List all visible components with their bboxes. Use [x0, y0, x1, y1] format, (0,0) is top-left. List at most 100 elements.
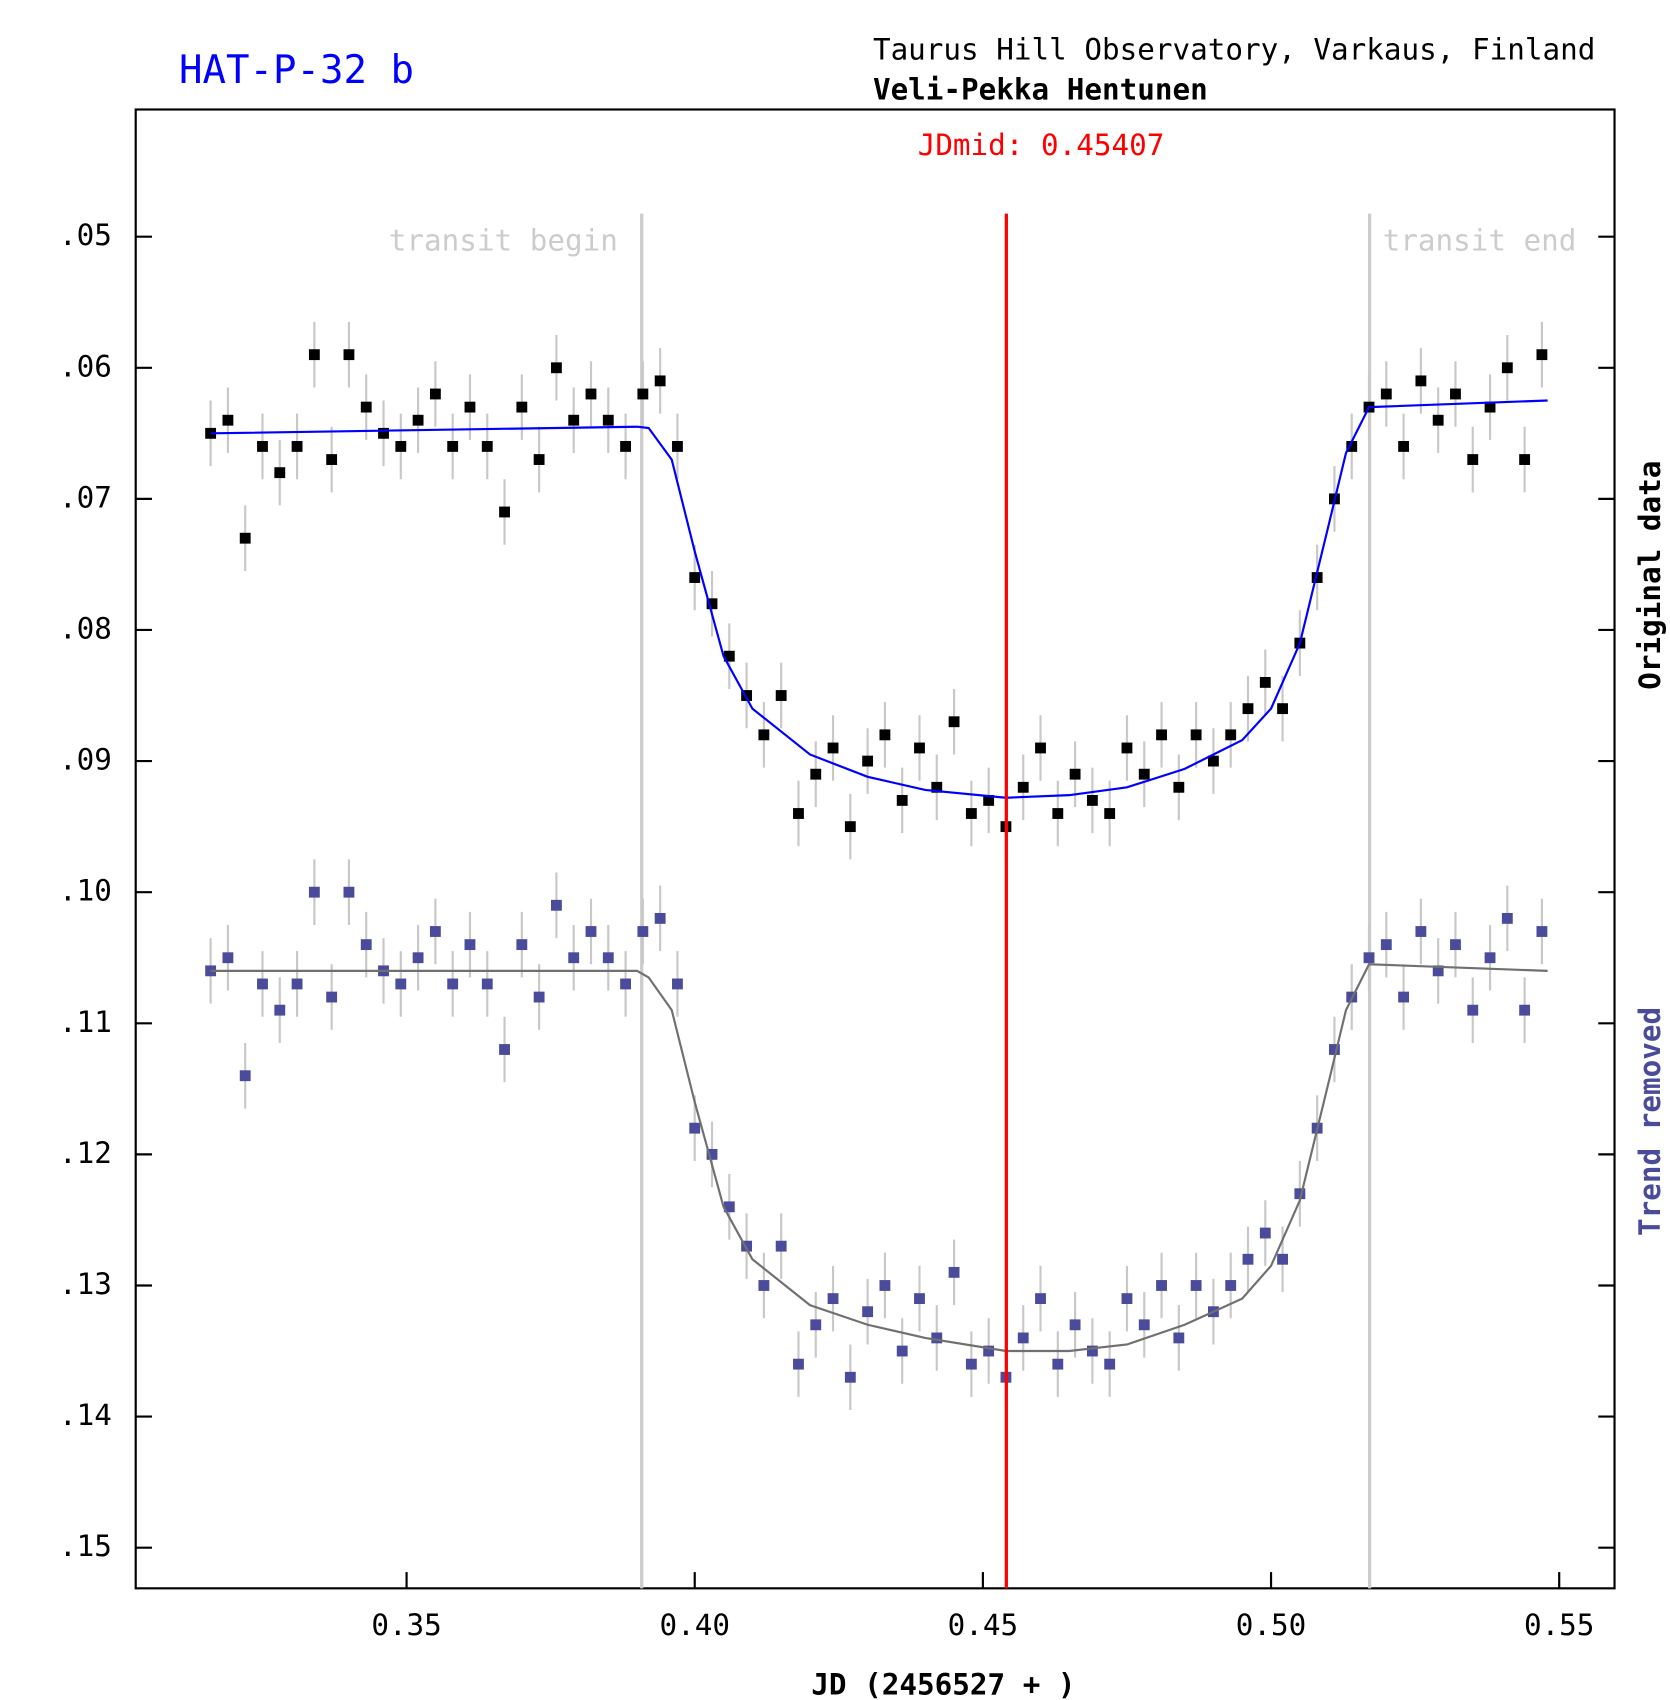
data-point — [1311, 572, 1323, 583]
data-point — [810, 768, 822, 780]
data-point — [429, 388, 441, 400]
data-point — [222, 952, 234, 964]
y-tick-label: .14 — [59, 1398, 112, 1432]
data-point — [948, 1266, 960, 1278]
data-point — [1259, 676, 1271, 688]
data-point — [1536, 926, 1548, 937]
data-point — [602, 414, 614, 426]
data-point — [585, 388, 597, 400]
data-point — [1398, 441, 1410, 452]
data-point — [326, 454, 338, 465]
data-point — [775, 1240, 787, 1252]
data-point — [1415, 926, 1427, 937]
data-point — [1432, 965, 1444, 977]
data-point — [1225, 729, 1237, 741]
data-point — [1363, 952, 1375, 964]
y-tick-label: .13 — [59, 1267, 112, 1301]
observer: Veli-Pekka Hentunen — [873, 73, 1208, 107]
data-point — [689, 1122, 701, 1134]
data-point — [965, 1358, 977, 1370]
data-point — [1346, 441, 1358, 452]
data-point — [326, 991, 338, 1003]
data-point — [844, 821, 856, 833]
data-point — [1294, 1188, 1306, 1200]
data-point — [741, 1240, 753, 1252]
legend-entry: Trend removed — [1633, 1007, 1667, 1236]
data-point — [585, 926, 597, 937]
data-point — [481, 441, 493, 452]
data-point — [741, 690, 753, 701]
data-point — [1156, 1280, 1167, 1291]
data-point — [1484, 401, 1496, 413]
data-point — [257, 978, 268, 990]
data-point — [827, 1293, 839, 1305]
data-point — [827, 742, 839, 754]
data-point — [343, 349, 355, 361]
data-point — [1484, 952, 1496, 964]
data-point — [1156, 729, 1167, 741]
data-point — [533, 454, 545, 465]
data-point — [257, 441, 268, 452]
data-point — [672, 441, 683, 452]
data-point — [654, 375, 666, 387]
data-point — [274, 467, 286, 479]
data-point — [1190, 729, 1202, 741]
data-point — [395, 441, 407, 452]
data-point — [723, 650, 735, 662]
data-point — [1432, 414, 1444, 426]
y-tick-label: .10 — [59, 874, 112, 908]
data-point — [1380, 388, 1392, 400]
data-point — [706, 598, 718, 610]
data-point — [1242, 1253, 1254, 1265]
transit-label: transit begin — [389, 223, 618, 257]
data-point — [1536, 349, 1548, 361]
data-point — [550, 899, 562, 911]
data-point — [1086, 1345, 1098, 1357]
x-axis-label: JD (2456527 + ) — [811, 1667, 1075, 1700]
data-point — [1277, 1253, 1288, 1265]
data-point — [274, 1004, 286, 1016]
data-point — [672, 978, 683, 990]
data-point — [1017, 1332, 1029, 1344]
data-point — [1259, 1227, 1271, 1239]
data-point — [1450, 939, 1461, 951]
data-point — [758, 729, 770, 741]
data-point — [620, 441, 631, 452]
data-point — [447, 978, 459, 990]
x-tick-label: 0.35 — [371, 1608, 441, 1642]
data-point — [1519, 1004, 1531, 1016]
data-point — [1017, 781, 1029, 793]
legend-entry: Original data — [1633, 461, 1667, 690]
data-point — [308, 349, 320, 361]
x-tick-label: 0.40 — [659, 1608, 729, 1642]
data-point — [1052, 1358, 1064, 1370]
data-point — [1138, 768, 1150, 780]
y-tick-label: .09 — [59, 743, 112, 777]
data-point — [1173, 1332, 1185, 1344]
data-point — [1329, 1044, 1340, 1055]
data-point — [1086, 794, 1098, 806]
data-point — [637, 388, 649, 400]
data-point — [602, 952, 614, 964]
data-point — [775, 690, 787, 701]
data-point — [568, 952, 580, 964]
data-point — [914, 1293, 925, 1305]
data-point — [499, 1044, 510, 1055]
data-point — [1415, 375, 1427, 387]
data-point — [222, 414, 234, 426]
data-point — [948, 716, 960, 728]
data-point — [447, 441, 459, 452]
data-point — [1242, 703, 1254, 715]
subtitle: Taurus Hill Observatory, Varkaus, Finlan… — [873, 32, 1595, 66]
data-point — [533, 991, 545, 1003]
transit-label: transit end — [1383, 223, 1577, 257]
data-point — [862, 1306, 874, 1318]
data-point — [844, 1371, 856, 1383]
data-point — [1173, 781, 1185, 793]
y-tick-label: .08 — [59, 611, 112, 645]
data-point — [1225, 1280, 1237, 1291]
y-tick-label: .11 — [59, 1005, 112, 1039]
